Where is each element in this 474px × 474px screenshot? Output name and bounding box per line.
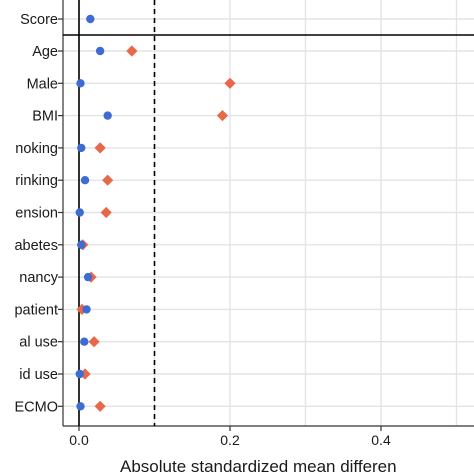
- circle-point: [82, 305, 91, 314]
- diamond-point: [88, 336, 100, 348]
- y-tick-label: rinking: [15, 173, 58, 189]
- diamond-point: [102, 174, 114, 186]
- circle-point: [76, 79, 85, 88]
- circle-point: [75, 369, 84, 379]
- diamond-point: [224, 77, 236, 89]
- diamond-point: [76, 303, 88, 315]
- y-tick-label: noking: [15, 141, 58, 157]
- circle-point: [80, 176, 90, 185]
- y-tick-label: al use: [19, 335, 58, 351]
- axes: [58, 0, 474, 431]
- y-tick-label: Age: [32, 44, 58, 60]
- diamond-point: [94, 142, 106, 154]
- score-point: [86, 14, 95, 24]
- x-tick-label: 0.4: [371, 432, 391, 448]
- circle-point: [75, 208, 84, 217]
- y-tick-label: BMI: [32, 109, 58, 125]
- y-tick-label: patient: [14, 302, 58, 318]
- y-tick-label: Score: [20, 12, 58, 28]
- diamond-point: [100, 206, 112, 219]
- y-tick-label: ECMO: [15, 399, 59, 415]
- circle-point: [76, 402, 85, 411]
- y-tick-label: nancy: [19, 270, 58, 286]
- diamond-point: [126, 45, 138, 57]
- circle-point: [103, 111, 112, 120]
- x-tick-label: 0.2: [220, 432, 240, 448]
- x-tick-label: 0.0: [69, 432, 89, 448]
- x-axis-title: Absolute standardized mean differen: [120, 457, 397, 474]
- y-tick-label: Male: [27, 76, 58, 92]
- data-points: [75, 14, 236, 412]
- circle-point: [77, 143, 86, 153]
- diamond-point: [94, 400, 106, 412]
- circle-point: [77, 240, 86, 249]
- diamond-point: [216, 110, 229, 122]
- circle-point: [83, 272, 93, 282]
- circle-point: [80, 337, 89, 346]
- y-tick-label: id use: [19, 367, 58, 383]
- axis-labels: 0.0 0.2 0.4 Score Age Male BMI noking rinking ens…: [14, 12, 396, 474]
- circle-point: [95, 46, 105, 56]
- y-tick-label: abetes: [14, 238, 58, 254]
- y-tick-label: ension: [15, 206, 58, 222]
